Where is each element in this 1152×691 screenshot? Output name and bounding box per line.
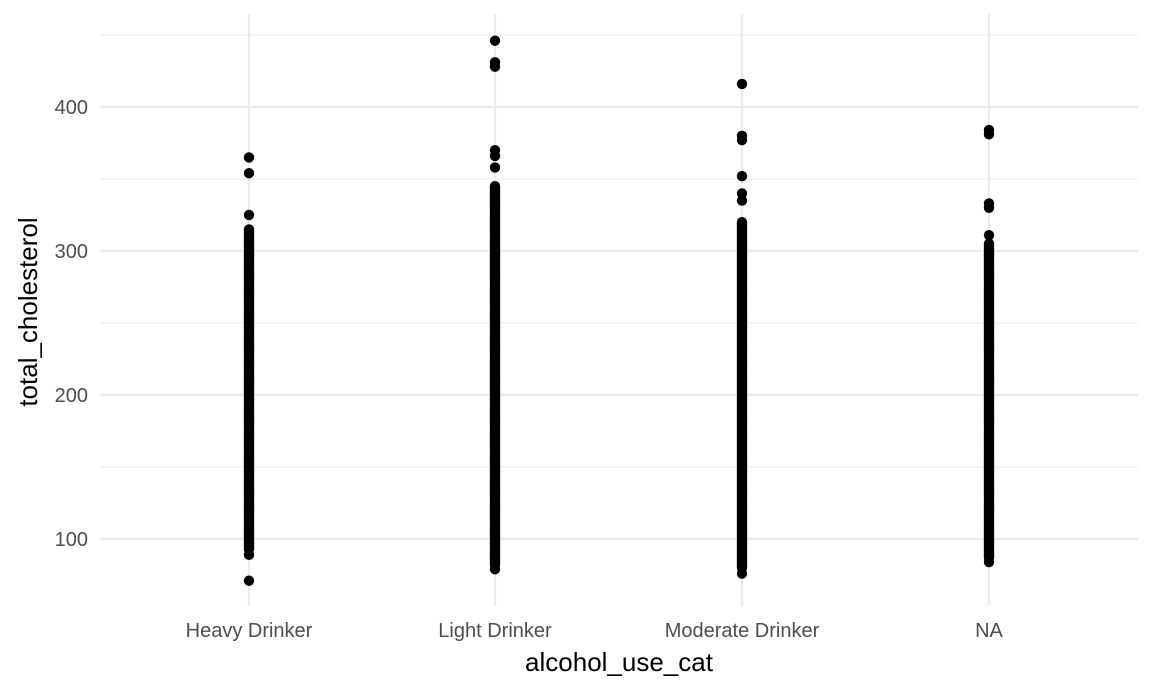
x-tick-label: Moderate Drinker [665, 620, 820, 642]
x-axis-ticks: Heavy Drinker Light Drinker Moderate Drink… [186, 620, 1004, 642]
y-tick-label: 300 [55, 241, 88, 263]
data-point [243, 224, 255, 235]
x-tick-label: NA [975, 620, 1003, 642]
outlier-point [243, 549, 255, 561]
outlier-point [736, 170, 748, 182]
outlier-point [736, 78, 748, 90]
outlier-point [489, 145, 501, 156]
y-tick-label: 400 [55, 97, 88, 119]
outlier-point [489, 57, 501, 68]
outlier-point [736, 130, 748, 141]
outlier-point [736, 188, 748, 199]
outlier-point [983, 124, 995, 136]
y-tick-label: 100 [55, 529, 88, 551]
outlier-point [489, 162, 501, 173]
outlier-point [736, 568, 748, 579]
outlier-point [243, 168, 255, 179]
y-axis-ticks: 100 200 300 400 [55, 97, 88, 551]
data-point [489, 181, 501, 192]
data-points [243, 35, 995, 586]
x-axis-title: alcohol_use_cat [525, 647, 714, 677]
y-axis-title: total_cholesterol [13, 217, 43, 406]
outlier-point [489, 564, 501, 575]
data-point [736, 217, 748, 228]
outlier-point [489, 35, 501, 46]
x-tick-label: Light Drinker [438, 620, 552, 642]
outlier-point [983, 198, 995, 209]
outlier-point [243, 152, 255, 163]
outlier-point [243, 209, 255, 221]
data-point [983, 238, 995, 249]
y-tick-label: 200 [55, 385, 88, 407]
outlier-point [243, 575, 255, 586]
outlier-point [983, 556, 995, 568]
grid-lines [100, 14, 1138, 606]
x-tick-label: Heavy Drinker [186, 620, 313, 642]
outlier-point [983, 229, 995, 241]
outlier-point [736, 195, 748, 206]
